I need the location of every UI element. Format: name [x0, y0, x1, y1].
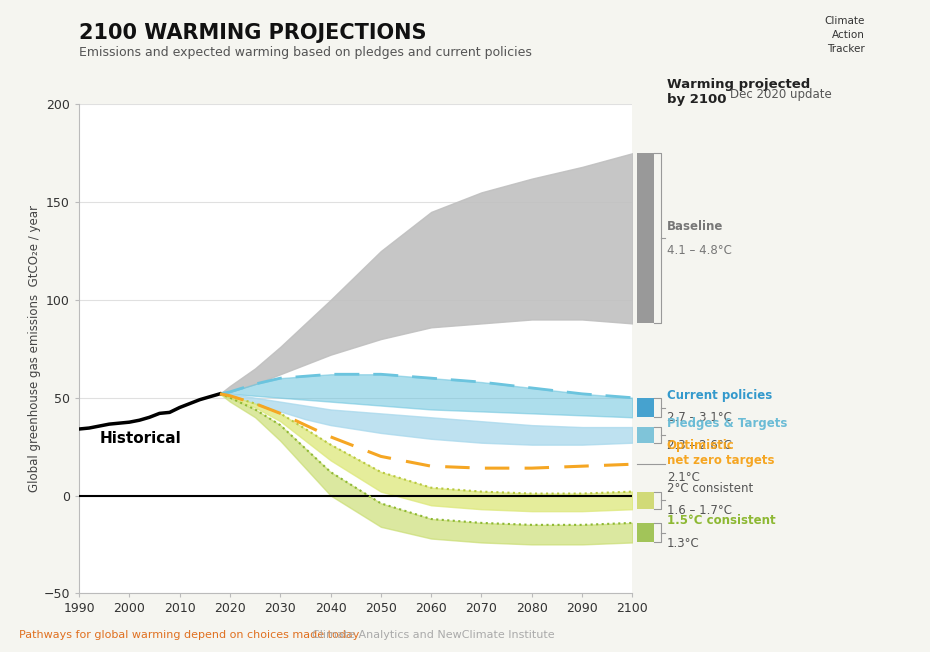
Text: Emissions and expected warming based on pledges and current policies: Emissions and expected warming based on …	[79, 46, 532, 59]
Text: 2°C consistent: 2°C consistent	[667, 482, 753, 495]
Text: Current policies: Current policies	[667, 389, 772, 402]
Text: net zero targets: net zero targets	[667, 454, 775, 467]
Text: Optimistic: Optimistic	[667, 439, 735, 452]
Text: Pledges & Targets: Pledges & Targets	[667, 417, 787, 430]
Text: Climate Analytics and NewClimate Institute: Climate Analytics and NewClimate Institu…	[305, 630, 554, 640]
Text: 1.5°C consistent: 1.5°C consistent	[667, 514, 776, 527]
Text: Climate
Action
Tracker: Climate Action Tracker	[825, 16, 865, 54]
Text: 2.3 – 2.6°C: 2.3 – 2.6°C	[667, 439, 732, 452]
Text: 1.3°C: 1.3°C	[667, 537, 699, 550]
Text: Baseline: Baseline	[667, 220, 724, 233]
Text: 2.1°C: 2.1°C	[667, 471, 699, 484]
Text: 2100 WARMING PROJECTIONS: 2100 WARMING PROJECTIONS	[79, 23, 427, 43]
Text: Warming projected
by 2100: Warming projected by 2100	[667, 78, 810, 106]
Text: 2.7 – 3.1°C: 2.7 – 3.1°C	[667, 411, 732, 424]
Text: Dec 2020 update: Dec 2020 update	[730, 88, 832, 101]
Text: Pathways for global warming depend on choices made today.: Pathways for global warming depend on ch…	[19, 630, 361, 640]
Text: Historical: Historical	[100, 431, 181, 446]
Text: 4.1 – 4.8°C: 4.1 – 4.8°C	[667, 244, 732, 256]
Text: 1.6 – 1.7°C: 1.6 – 1.7°C	[667, 505, 732, 517]
Y-axis label: Global greenhouse gas emissions  GtCO₂e / year: Global greenhouse gas emissions GtCO₂e /…	[28, 205, 41, 492]
